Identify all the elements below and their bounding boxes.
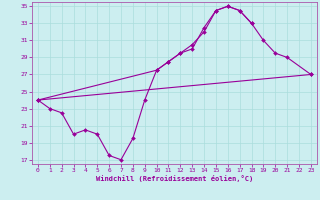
X-axis label: Windchill (Refroidissement éolien,°C): Windchill (Refroidissement éolien,°C) [96,175,253,182]
